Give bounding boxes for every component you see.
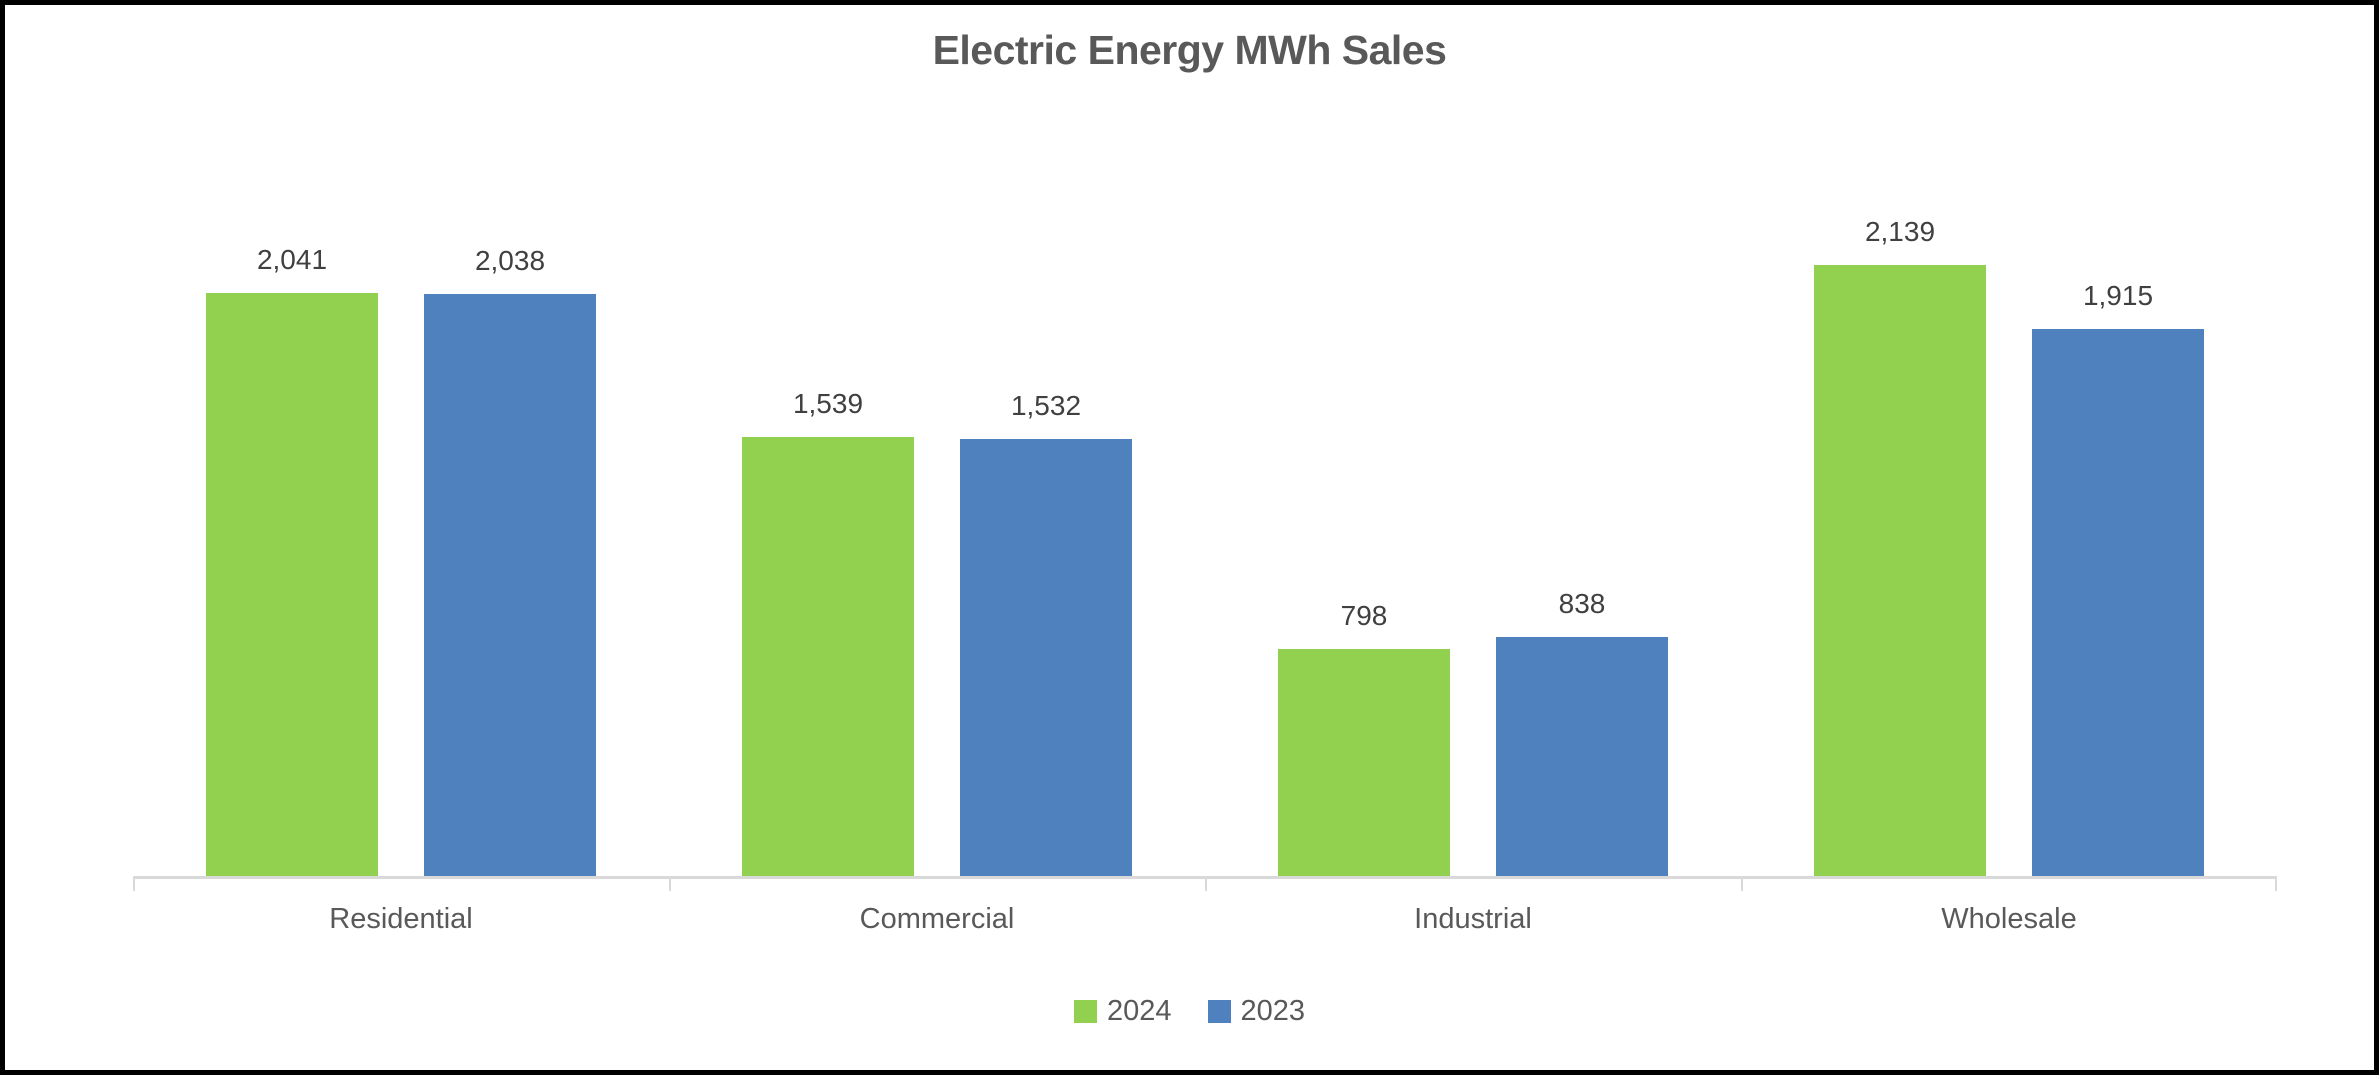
x-axis-category-labels: Residential Commercial Industrial Wholesale: [133, 901, 2277, 937]
x-axis-tick: [2275, 876, 2277, 891]
bar-group-industrial-2024: 798: [1278, 599, 1450, 877]
bar-group-commercial-2023: 1,532: [960, 389, 1132, 877]
x-axis-tick: [133, 876, 135, 891]
x-axis-tick: [669, 876, 671, 891]
bar-industrial-2023: [1496, 637, 1668, 877]
value-label-industrial-2023: 838: [1558, 588, 1606, 619]
value-label-residential-2024: 2,041: [256, 244, 328, 275]
bar-residential-2023: [424, 294, 596, 877]
value-label-commercial-2024: 1,539: [792, 388, 864, 419]
bar-group-commercial-2024: 1,539: [742, 387, 914, 877]
value-label-commercial-2023: 1,532: [1010, 390, 1082, 421]
bar-group-residential-2024: 2,041: [206, 243, 378, 877]
bar-residential-2024: [206, 293, 378, 877]
legend-item-2024: 2024: [1073, 995, 1172, 1028]
bar-group-wholesale-2023: 1,915: [2032, 279, 2204, 877]
category-label-industrial: Industrial: [1414, 903, 1532, 935]
bar-wholesale-2023: [2032, 329, 2204, 877]
legend: 2024 2023: [5, 995, 2374, 1028]
bar-group-industrial-2023: 838: [1496, 587, 1668, 877]
legend-label-2023: 2023: [1240, 995, 1306, 1027]
x-axis-tick: [1205, 876, 1207, 891]
bar-commercial-2024: [742, 437, 914, 877]
value-label-wholesale-2024: 2,139: [1864, 216, 1936, 247]
category-label-wholesale: Wholesale: [1941, 903, 2077, 935]
chart-title: Electric Energy MWh Sales: [932, 27, 1447, 73]
category-label-commercial: Commercial: [859, 903, 1015, 935]
bar-group-wholesale-2024: 2,139: [1814, 215, 1986, 877]
legend-swatch-icon: [1207, 1000, 1231, 1023]
value-label-industrial-2024: 798: [1340, 600, 1388, 631]
value-label-residential-2023: 2,038: [474, 245, 546, 276]
plot-area: 2,041 2,038 1,539 1,532 798 838 2,139 1,915: [133, 5, 2277, 877]
x-axis-tick: [1741, 876, 1743, 891]
legend-label-2024: 2024: [1106, 995, 1172, 1027]
value-label-wholesale-2023: 1,915: [2082, 280, 2154, 311]
bar-wholesale-2024: [1814, 265, 1986, 877]
legend-swatch-icon: [1073, 1000, 1097, 1023]
category-label-residential: Residential: [329, 903, 473, 935]
bar-commercial-2023: [960, 439, 1132, 877]
legend-item-2023: 2023: [1207, 995, 1306, 1028]
bar-industrial-2024: [1278, 649, 1450, 877]
bar-group-residential-2023: 2,038: [424, 244, 596, 877]
